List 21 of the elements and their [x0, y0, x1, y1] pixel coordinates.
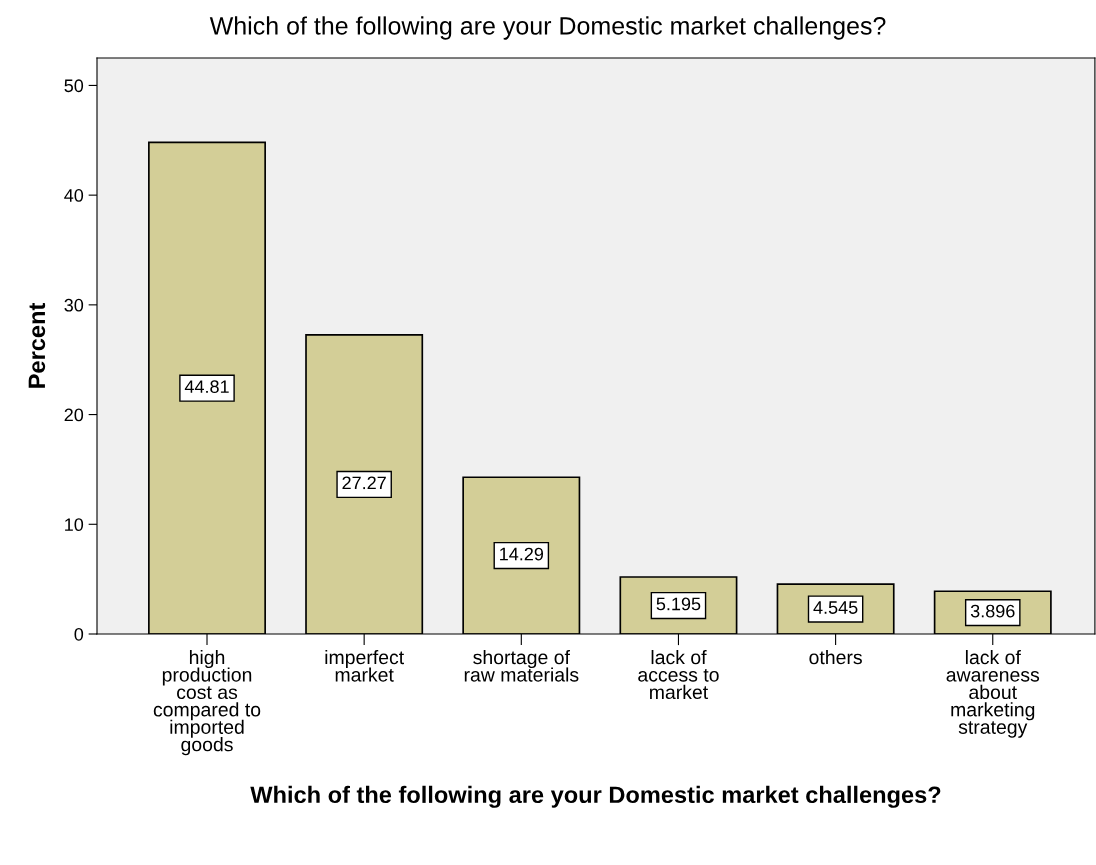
data-label: 14.29: [500, 547, 544, 561]
x-tick-label: high production cost as compared to imported goods: [153, 649, 261, 756]
y-tick-label: 20: [64, 408, 84, 422]
y-axis-title: Percent: [28, 302, 46, 388]
x-tick-label: others: [809, 649, 862, 665]
y-tick-label: 40: [64, 189, 84, 202]
data-label: 5.195: [656, 597, 701, 611]
y-tick-label: 10: [65, 518, 84, 532]
data-label: 27.27: [342, 476, 386, 490]
x-tick-label: lack of awareness about marketing strategy: [946, 649, 1040, 738]
y-tick-label: 50: [64, 79, 84, 93]
y-tick-label: 30: [64, 298, 84, 312]
x-axis-title: Which of the following are your Domestic market challenges?: [250, 785, 941, 808]
data-label: 4.545: [813, 601, 858, 614]
x-tick-label: imperfect market: [325, 649, 404, 682]
data-label: 3.896: [970, 604, 1015, 618]
x-tick-label: shortage of raw materials: [464, 649, 579, 682]
y-tick-label: 0: [74, 627, 84, 641]
x-tick-label: lack of access to market: [638, 649, 719, 700]
data-label: 44.81: [184, 380, 229, 394]
chart-title: Which of the following are your Domestic market challenges?: [209, 16, 886, 40]
